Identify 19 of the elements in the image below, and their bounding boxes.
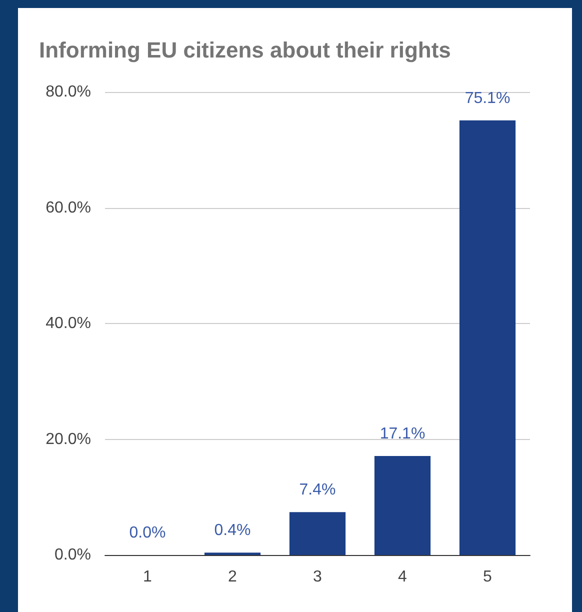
x-tick-label: 4 (398, 568, 408, 586)
x-tick-label: 5 (483, 568, 492, 586)
y-tick-label: 0.0% (54, 546, 91, 564)
bar (374, 456, 431, 555)
bar (459, 120, 516, 555)
data-label: 0.0% (129, 524, 166, 542)
y-tick-label: 20.0% (46, 430, 91, 448)
bar (289, 512, 346, 555)
x-tick-label: 1 (143, 568, 152, 586)
y-tick-label: 60.0% (46, 199, 91, 216)
data-label: 0.4% (214, 522, 251, 540)
x-tick-label: 2 (228, 568, 238, 586)
y-tick-label: 80.0% (46, 84, 91, 100)
x-tick-label: 3 (313, 568, 322, 586)
data-label: 75.1% (464, 90, 510, 107)
data-label: 17.1% (380, 426, 426, 443)
chart-title: Informing EU citizens about their rights (39, 38, 451, 62)
data-label: 7.4% (299, 482, 336, 499)
y-tick-label: 40.0% (46, 315, 91, 332)
